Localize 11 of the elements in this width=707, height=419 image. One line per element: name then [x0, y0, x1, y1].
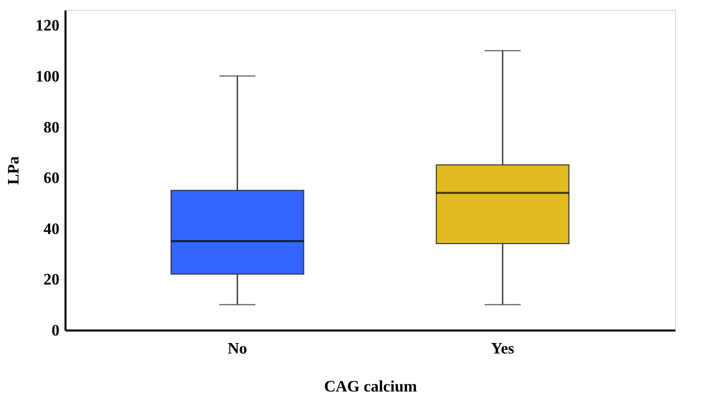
y-tick-label: 20 [44, 272, 60, 289]
y-tick-label: 0 [52, 322, 60, 340]
y-tick-label: 100 [36, 68, 60, 86]
y-tick-label: 80 [44, 119, 60, 136]
x-tick-label: Yes [491, 340, 514, 358]
x-axis-title: CAG calcium [324, 378, 418, 396]
y-axis-title: LPa [6, 156, 22, 185]
y-tick-label: 40 [44, 220, 60, 238]
y-tick-label: 120 [36, 18, 60, 35]
y-tick-label: 60 [44, 170, 60, 188]
x-tick-label: No [228, 340, 248, 358]
